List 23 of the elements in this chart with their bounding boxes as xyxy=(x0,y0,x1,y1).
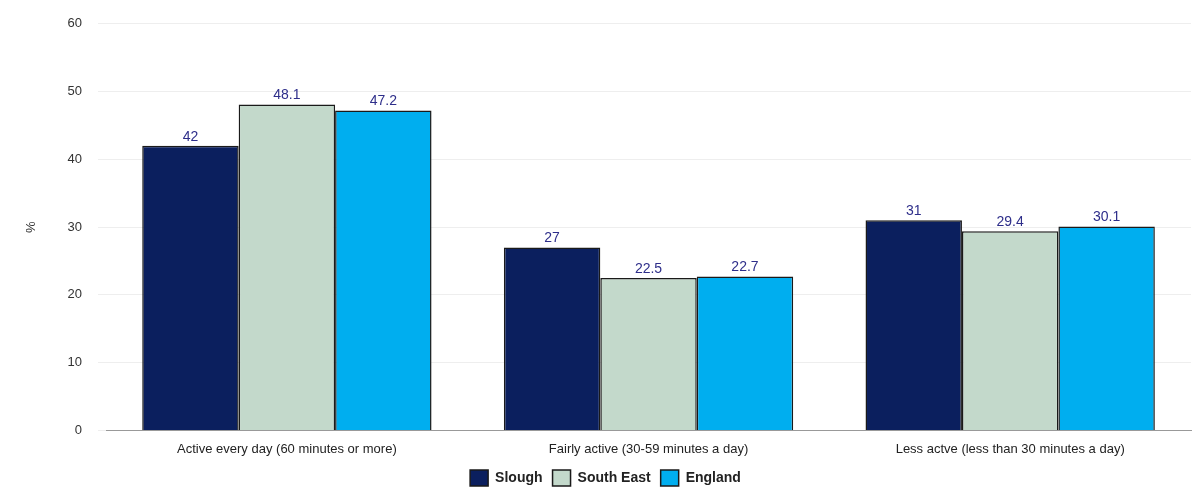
data-label: 31 xyxy=(905,202,922,219)
x-tick-label: Less actve (less than 30 minutes a day) xyxy=(895,440,1125,456)
data-label: 42 xyxy=(182,127,199,144)
y-tick-label: 0 xyxy=(74,421,83,437)
legend-label: Slough xyxy=(495,468,543,485)
legend-label: England xyxy=(685,468,741,485)
y-tick-label: 50 xyxy=(67,83,83,99)
y-tick-label: 60 xyxy=(67,15,83,31)
x-tick-label: Fairly active (30-59 minutes a day) xyxy=(548,440,749,456)
data-label: 22.7 xyxy=(731,258,759,275)
x-tick-label: Active every day (60 minutes or more) xyxy=(177,440,397,456)
data-label: 48.1 xyxy=(273,86,301,103)
data-label: 47.2 xyxy=(369,92,398,109)
data-label: 22.5 xyxy=(634,259,663,276)
y-axis-title: % xyxy=(23,220,39,233)
y-tick-label: 40 xyxy=(67,150,83,166)
data-label: 27 xyxy=(544,229,561,246)
y-tick-label: 20 xyxy=(67,286,83,302)
y-tick-label: 10 xyxy=(67,354,83,370)
legend-label: South East xyxy=(577,468,651,485)
data-label: 30.1 xyxy=(1092,208,1121,225)
data-label: 29.4 xyxy=(996,213,1025,230)
y-tick-label: 30 xyxy=(67,218,83,234)
